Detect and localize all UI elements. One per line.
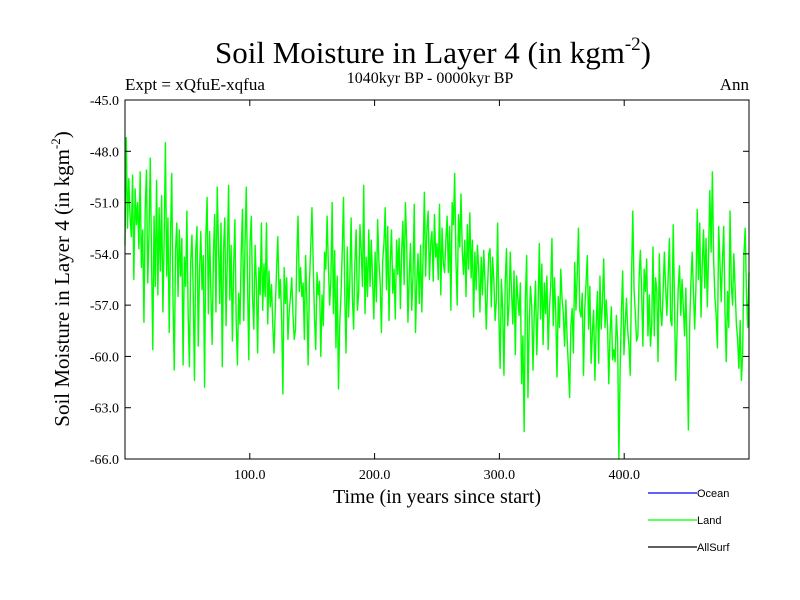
legend-label-allsurf: AllSurf (697, 542, 730, 554)
period-label: 1040kyr BP - 0000kyr BP (347, 70, 514, 87)
legend: Ocean Land AllSurf (648, 488, 730, 554)
chart-title-close: ) (641, 35, 651, 70)
y-tick-label: -63.0 (90, 402, 119, 417)
y-tick-label: -51.0 (90, 197, 119, 212)
x-tick-label: 200.0 (359, 468, 391, 483)
x-tick-label: 100.0 (234, 468, 266, 483)
x-tick-label: 300.0 (484, 468, 516, 483)
season-label: Ann (720, 75, 750, 94)
y-axis-label-main: Soil Moisture in Layer 4 (in kgm (50, 149, 74, 427)
plot-frame (124, 99, 750, 460)
y-tick-label: -48.0 (90, 145, 119, 160)
y-tick-label: -60.0 (90, 350, 119, 365)
y-tick-label: -57.0 (90, 299, 119, 314)
legend-label-land: Land (697, 515, 721, 527)
series-layer (124, 136, 750, 460)
chart-title: Soil Moisture in Layer 4 (in kgm-2) (215, 34, 651, 70)
ticks-layer: 100.0 200.0 300.0 400.0 -45.0 -48.0 -51.0 -54.0… (90, 94, 749, 483)
x-axis-label: Time (in years since start) (333, 486, 541, 508)
y-axis-label-close: ) (50, 131, 74, 138)
x-tick-label: 400.0 (608, 468, 640, 483)
y-axis-label-sup: -2 (48, 138, 63, 149)
y-axis-label: Soil Moisture in Layer 4 (in kgm-2) (48, 131, 74, 426)
y-tick-label: -54.0 (90, 248, 119, 263)
expt-label: Expt = xQfuE-xqfua (125, 75, 265, 94)
legend-label-ocean: Ocean (697, 488, 729, 500)
chart-title-sup: -2 (625, 34, 641, 55)
y-tick-label: -66.0 (90, 453, 119, 468)
y-tick-label: -45.0 (90, 94, 119, 109)
chart-title-main: Soil Moisture in Layer 4 (in kgm (215, 35, 625, 70)
series-line-land (124, 136, 750, 460)
